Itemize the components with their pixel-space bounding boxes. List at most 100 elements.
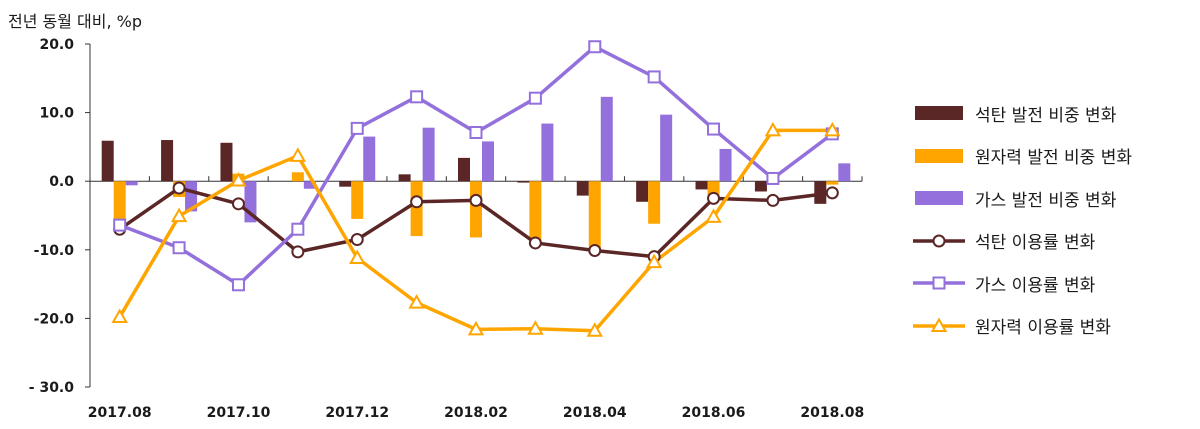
bar — [588, 181, 601, 249]
bar — [707, 181, 720, 195]
bar — [517, 181, 530, 183]
legend-swatch — [913, 273, 965, 293]
line-point — [707, 122, 721, 136]
bars — [101, 96, 851, 249]
line-point — [408, 294, 425, 309]
y-tick-label: -10.0 — [34, 243, 75, 259]
bar — [470, 181, 482, 238]
bar — [398, 174, 411, 182]
tick-labels: 20.0 10.0 0.0 -10.0 -20.0 - 30.0 2017.08 2017.1… — [29, 37, 864, 421]
line-point — [350, 121, 364, 135]
line-point — [825, 186, 839, 200]
legend-swatch — [913, 188, 965, 208]
bar — [458, 157, 470, 182]
line-point — [764, 121, 782, 137]
x-tick-label: 2017.10 — [207, 405, 271, 421]
chart-plot: 20.0 10.0 0.0 -10.0 -20.0 - 30.0 2017.08 2017.1… — [29, 37, 864, 421]
line-point — [586, 322, 603, 337]
bar — [648, 181, 661, 224]
line-point — [707, 191, 721, 205]
line-point — [766, 193, 780, 207]
line-point — [528, 236, 542, 250]
bar — [576, 181, 589, 196]
bar — [814, 181, 827, 204]
legend-label: 석탄 이용률 변화 — [975, 233, 1096, 254]
line-point — [469, 125, 483, 139]
line-point — [645, 253, 663, 269]
bar — [125, 181, 138, 186]
bar — [113, 181, 126, 225]
y-tick-label: - 30.0 — [29, 380, 74, 396]
markers — [111, 40, 841, 337]
line-point — [113, 218, 127, 232]
line-point — [766, 171, 780, 185]
line-point — [705, 208, 722, 223]
bar — [754, 181, 767, 192]
bar — [351, 181, 364, 219]
y-tick-label: 10.0 — [39, 106, 74, 122]
legend-item: 원자력 발전 비중 변화 — [913, 135, 1193, 178]
line-point — [231, 278, 245, 292]
legend-swatch — [913, 231, 965, 251]
bar — [161, 140, 174, 182]
legend-label: 가스 발전 비중 변화 — [975, 190, 1117, 211]
bar — [101, 140, 114, 182]
x-tick-label: 2018.04 — [563, 405, 627, 421]
x-tick-label: 2018.08 — [800, 405, 864, 421]
bar — [826, 181, 839, 185]
line-point — [528, 91, 542, 105]
bar — [529, 181, 542, 240]
bar — [363, 136, 376, 182]
line-point — [291, 245, 305, 259]
bar — [482, 141, 494, 182]
bar — [719, 148, 732, 182]
legend-item: 원자력 이용률 변화 — [913, 305, 1193, 348]
bar — [660, 114, 673, 182]
line-point — [230, 171, 247, 187]
legend-item: 석탄 이용률 변화 — [913, 220, 1193, 263]
bar — [291, 172, 304, 182]
line-point — [588, 243, 602, 257]
legend-item: 석탄 발전 비중 변화 — [913, 92, 1193, 135]
legend-item: 가스 이용률 변화 — [913, 262, 1193, 305]
bar — [600, 96, 613, 182]
x-tick-label: 2018.02 — [444, 405, 508, 421]
line-point — [469, 193, 483, 207]
bar — [695, 181, 708, 190]
y-tick-label: 20.0 — [39, 37, 74, 53]
y-tick-label: -20.0 — [34, 311, 75, 327]
line-point — [588, 40, 602, 54]
legend-swatch — [913, 146, 965, 166]
bar — [220, 142, 233, 182]
line-point — [231, 197, 245, 211]
line-point — [647, 70, 661, 84]
line-point — [527, 320, 544, 335]
line-point — [289, 147, 307, 162]
bar — [636, 181, 649, 202]
bar — [339, 181, 352, 187]
x-tick-label: 2018.06 — [682, 405, 746, 421]
x-tick-label: 2017.12 — [325, 405, 389, 421]
line-point — [349, 249, 366, 265]
legend-label: 석탄 발전 비중 변화 — [975, 105, 1117, 126]
bar — [541, 123, 554, 182]
line-point — [824, 121, 841, 137]
line-point — [350, 233, 364, 247]
bar — [422, 127, 435, 182]
legend-label: 가스 이용률 변화 — [975, 275, 1096, 296]
legend-item: 가스 발전 비중 변화 — [913, 177, 1193, 220]
legend-swatch — [913, 316, 965, 336]
legend-label: 원자력 발전 비중 변화 — [975, 148, 1132, 169]
line-point — [410, 90, 424, 104]
bar — [303, 181, 316, 189]
bar — [838, 163, 851, 182]
legend-swatch — [913, 103, 965, 123]
line-point — [410, 195, 424, 209]
line-point — [467, 320, 485, 336]
y-tick-label: 0.0 — [49, 174, 74, 190]
line-point — [170, 207, 188, 223]
x-tick-label: 2017.08 — [88, 405, 152, 421]
bar — [410, 181, 423, 237]
line-point — [172, 241, 186, 255]
